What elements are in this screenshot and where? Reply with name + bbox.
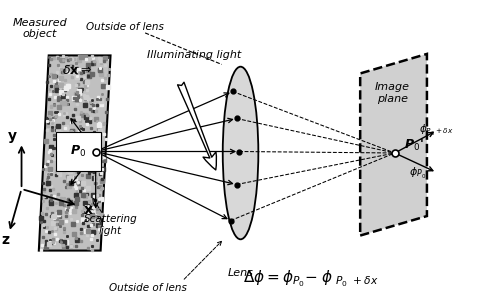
Text: Scattering
light: Scattering light (84, 214, 138, 236)
Text: Measured
object: Measured object (12, 18, 67, 39)
Text: $\phi_{P_0}$: $\phi_{P_0}$ (408, 166, 426, 181)
Text: Outside of lens: Outside of lens (108, 283, 186, 293)
Polygon shape (56, 132, 100, 171)
Ellipse shape (224, 67, 256, 239)
Text: Lens: Lens (228, 268, 254, 278)
Text: x: x (84, 203, 93, 217)
Text: Image
plane: Image plane (375, 82, 410, 104)
Text: Outside of lens: Outside of lens (86, 22, 164, 32)
Text: Illuminating light: Illuminating light (148, 50, 242, 60)
Ellipse shape (237, 67, 244, 239)
Ellipse shape (222, 67, 258, 239)
Ellipse shape (232, 67, 249, 239)
Polygon shape (39, 55, 111, 251)
Text: $\Delta\phi{=}\phi_{P_0}{-}\ \phi_{\ P_0\ +\delta x}$: $\Delta\phi{=}\phi_{P_0}{-}\ \phi_{\ P_0… (243, 269, 378, 289)
Text: P$_0$': P$_0$' (404, 138, 423, 153)
Text: P$_0$: P$_0$ (70, 144, 86, 159)
Text: $\delta$x$\Rightarrow$: $\delta$x$\Rightarrow$ (62, 64, 92, 77)
FancyArrowPatch shape (178, 82, 216, 170)
Text: y: y (8, 129, 17, 144)
Text: z: z (2, 233, 10, 247)
Ellipse shape (227, 67, 254, 239)
Text: $\phi_{P_0+\delta x}$: $\phi_{P_0+\delta x}$ (418, 123, 453, 138)
Polygon shape (360, 54, 427, 235)
